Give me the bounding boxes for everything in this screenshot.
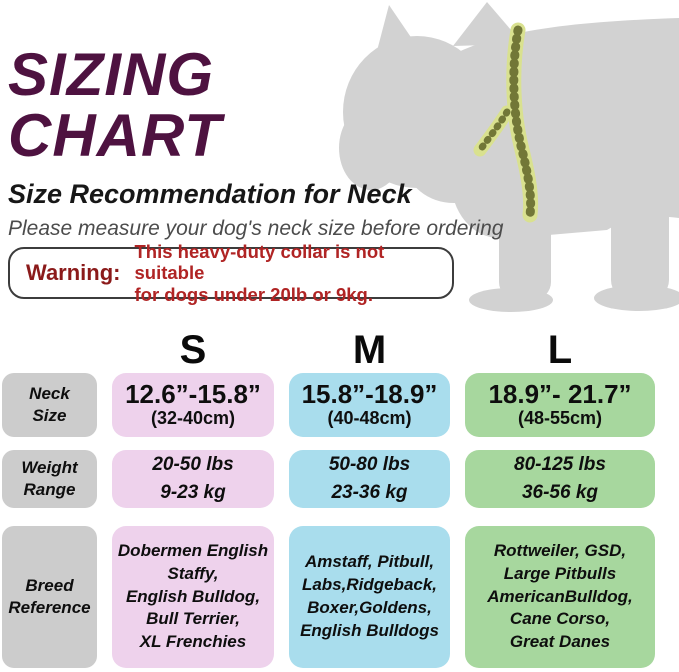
- neck-size-inches-l: 18.9”- 21.7”: [488, 379, 632, 409]
- neck-size-cm-l: (48-55cm): [517, 408, 603, 429]
- weight-range-row: Weight Range 20-50 lbs 9-23 kg 50-80 lbs…: [2, 450, 655, 508]
- breed-text-s: Dobermen English Staffy, English Bulldog…: [117, 540, 269, 652]
- dog-rear-leg: [611, 190, 669, 300]
- warning-label: Warning:: [26, 260, 121, 285]
- row-label-weight-range: Weight Range: [2, 450, 97, 508]
- neck-size-cell-l: 18.9”- 21.7” (48-55cm): [465, 373, 655, 437]
- dog-right-ear: [453, 2, 523, 46]
- weight-text-l: 80-125 lbs 36-56 kg: [514, 454, 606, 503]
- row-label-breed-reference: Breed Reference: [2, 526, 97, 668]
- breed-reference-row: Breed Reference Dobermen English Staffy,…: [2, 526, 655, 668]
- neck-size-cm-s: (32-40cm): [150, 408, 236, 429]
- breed-cell-m: Amstaff, Pitbull, Labs,Ridgeback, Boxer,…: [289, 526, 450, 668]
- neck-size-cell-s: 12.6”-15.8” (32-40cm): [112, 373, 274, 437]
- column-header-l: L: [547, 328, 573, 372]
- breed-cell-s: Dobermen English Staffy, English Bulldog…: [112, 526, 274, 668]
- column-header-m: M: [352, 328, 387, 372]
- warning-box: Warning: This heavy-duty collar is not s…: [8, 241, 454, 305]
- weight-cell-m: 50-80 lbs 23-36 kg: [289, 450, 450, 508]
- dog-rear-paw: [594, 285, 679, 311]
- breed-text-l: Rottweiler, GSD, Large Pitbulls American…: [487, 540, 633, 652]
- dog-illustration: [339, 0, 679, 315]
- weight-text-m: 50-80 lbs 23-36 kg: [328, 454, 411, 503]
- dog-front-leg: [499, 200, 551, 300]
- header-spacer: [2, 328, 97, 372]
- page-subtitle: Size Recommendation for Neck: [8, 179, 412, 209]
- warning-message: This heavy-duty collar is not suitable f…: [134, 241, 385, 305]
- page-title-line2: CHART: [8, 102, 222, 169]
- weight-cell-l: 80-125 lbs 36-56 kg: [465, 450, 655, 508]
- measuring-tape-ticks: [509, 25, 536, 220]
- neck-size-row: Neck Size 12.6”-15.8” (32-40cm) 15.8”-18…: [2, 373, 655, 437]
- dog-body-shape: [339, 2, 679, 312]
- measure-note: Please measure your dog's neck size befo…: [8, 217, 504, 240]
- neck-size-cell-m: 15.8”-18.9” (40-48cm): [289, 373, 450, 437]
- weight-text-s: 20-50 lbs 9-23 kg: [152, 454, 234, 503]
- neck-size-inches-s: 12.6”-15.8”: [125, 379, 261, 409]
- page-title-line1: SIZING: [8, 41, 215, 108]
- dog-silhouette-graphic: [339, 2, 679, 312]
- size-header-row: S M L: [2, 328, 655, 372]
- dog-front-paw: [469, 288, 553, 312]
- row-label-neck-size: Neck Size: [2, 373, 97, 437]
- weight-cell-s: 20-50 lbs 9-23 kg: [112, 450, 274, 508]
- column-header-s: S: [179, 328, 207, 372]
- page-title: SIZING CHART: [8, 44, 222, 166]
- breed-cell-l: Rottweiler, GSD, Large Pitbulls American…: [465, 526, 655, 668]
- measuring-tape-branch-ticks: [476, 108, 511, 154]
- neck-size-cm-m: (40-48cm): [327, 408, 412, 429]
- dog-muzzle: [339, 106, 403, 190]
- measuring-tape: [473, 22, 539, 223]
- neck-size-inches-m: 15.8”-18.9”: [301, 379, 438, 409]
- breed-text-m: Amstaff, Pitbull, Labs,Ridgeback, Boxer,…: [300, 552, 439, 640]
